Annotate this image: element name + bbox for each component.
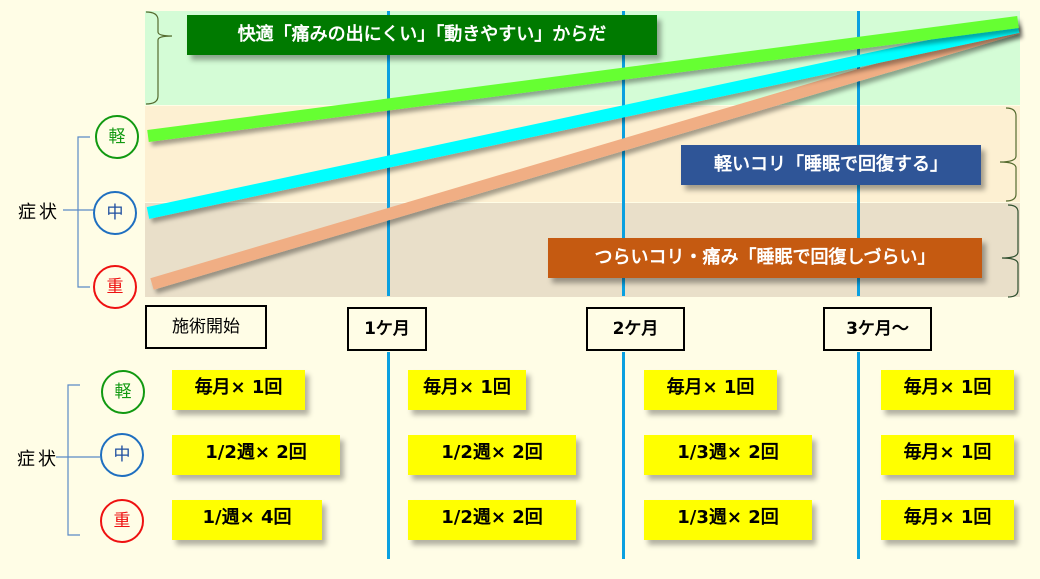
- month-line-1-lower: [387, 352, 390, 559]
- schedule-start-medium: 1/2週× 2回: [172, 435, 340, 475]
- schedule-1m-light: 毎月× 1回: [408, 370, 526, 410]
- schedule-3m-light: 毎月× 1回: [881, 370, 1014, 410]
- banner-heavy: つらいコリ・痛み「睡眠で回復しづらい」: [548, 238, 982, 278]
- schedule-2m-heavy: 1/3週× 2回: [644, 500, 812, 540]
- brace-heavy: [1001, 204, 1019, 298]
- trend-line-heavy: [150, 22, 1020, 290]
- timeline-1-month: 1ケ月: [347, 307, 427, 351]
- schedule-start-heavy: 1/週× 4回: [172, 500, 322, 540]
- schedule-2m-medium: 1/3週× 2回: [644, 435, 812, 475]
- schedule-start-light: 毎月× 1回: [172, 370, 305, 410]
- schedule-1m-heavy: 1/2週× 2回: [408, 500, 576, 540]
- banner-comfortable: 快適「痛みの出にくい」「動きやすい」からだ: [187, 15, 657, 55]
- level-light-circle: 軽: [95, 115, 139, 159]
- month-line-2: [622, 11, 625, 296]
- level-medium-circle: 中: [93, 191, 137, 235]
- schedule-1m-medium: 1/2週× 2回: [408, 435, 576, 475]
- schedule-3m-heavy: 毎月× 1回: [881, 500, 1014, 540]
- banner-light: 軽いコリ「睡眠で回復する」: [681, 145, 981, 185]
- month-line-1: [387, 11, 390, 296]
- symptom-label-lower: 症状: [17, 449, 59, 470]
- brace-comfortable: [145, 11, 173, 105]
- level-heavy-circle-lower: 重: [100, 499, 144, 543]
- schedule-2m-light: 毎月× 1回: [644, 370, 777, 410]
- symptom-label-upper: 症状: [18, 202, 60, 223]
- level-light-circle-lower: 軽: [101, 370, 145, 414]
- timeline-3-month: 3ケ月～: [823, 307, 932, 351]
- timeline-2-month: 2ケ月: [586, 307, 685, 351]
- level-heavy-circle: 重: [93, 265, 137, 309]
- level-medium-circle-lower: 中: [100, 433, 144, 477]
- symptom-bracket-upper: [63, 136, 94, 288]
- brace-light: [999, 107, 1017, 202]
- symptom-bracket-lower: [56, 384, 100, 536]
- trend-line-light: [147, 16, 1019, 142]
- month-line-2-lower: [622, 352, 625, 559]
- trend-line-medium: [146, 21, 1020, 219]
- month-line-3-lower: [857, 352, 860, 559]
- timeline-start: 施術開始: [145, 305, 267, 349]
- schedule-3m-medium: 毎月× 1回: [881, 435, 1014, 475]
